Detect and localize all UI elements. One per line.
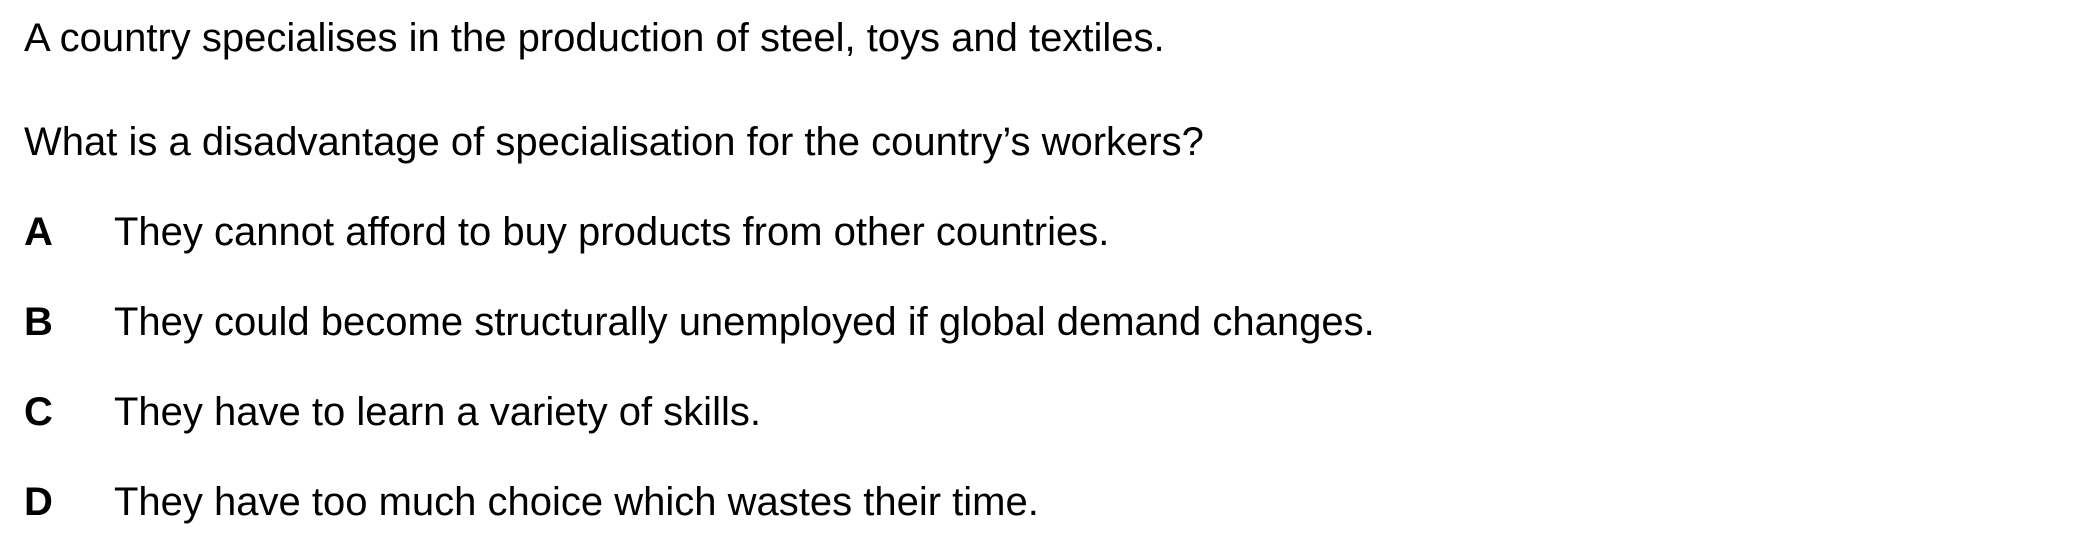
option-c: C They have to learn a variety of skills… — [24, 384, 2074, 440]
option-text: They have too much choice which wastes t… — [114, 480, 1039, 524]
option-a: A They cannot afford to buy products fro… — [24, 204, 2074, 260]
option-b: B They could become structurally unemplo… — [24, 294, 2074, 350]
option-text: They cannot afford to buy products from … — [114, 210, 1110, 254]
option-letter: C — [24, 390, 53, 434]
option-text: They have to learn a variety of skills. — [114, 390, 761, 434]
answer-options: A They cannot afford to buy products fro… — [24, 204, 2074, 530]
option-text: They could become structurally unemploye… — [114, 300, 1375, 344]
option-letter: A — [24, 210, 53, 254]
question-block: A country specialises in the production … — [24, 10, 2074, 530]
option-letter: D — [24, 480, 53, 524]
option-letter: B — [24, 300, 53, 344]
question-prompt: What is a disadvantage of specialisation… — [24, 120, 1204, 164]
question-context: A country specialises in the production … — [24, 16, 1165, 60]
option-d: D They have too much choice which wastes… — [24, 474, 2074, 530]
